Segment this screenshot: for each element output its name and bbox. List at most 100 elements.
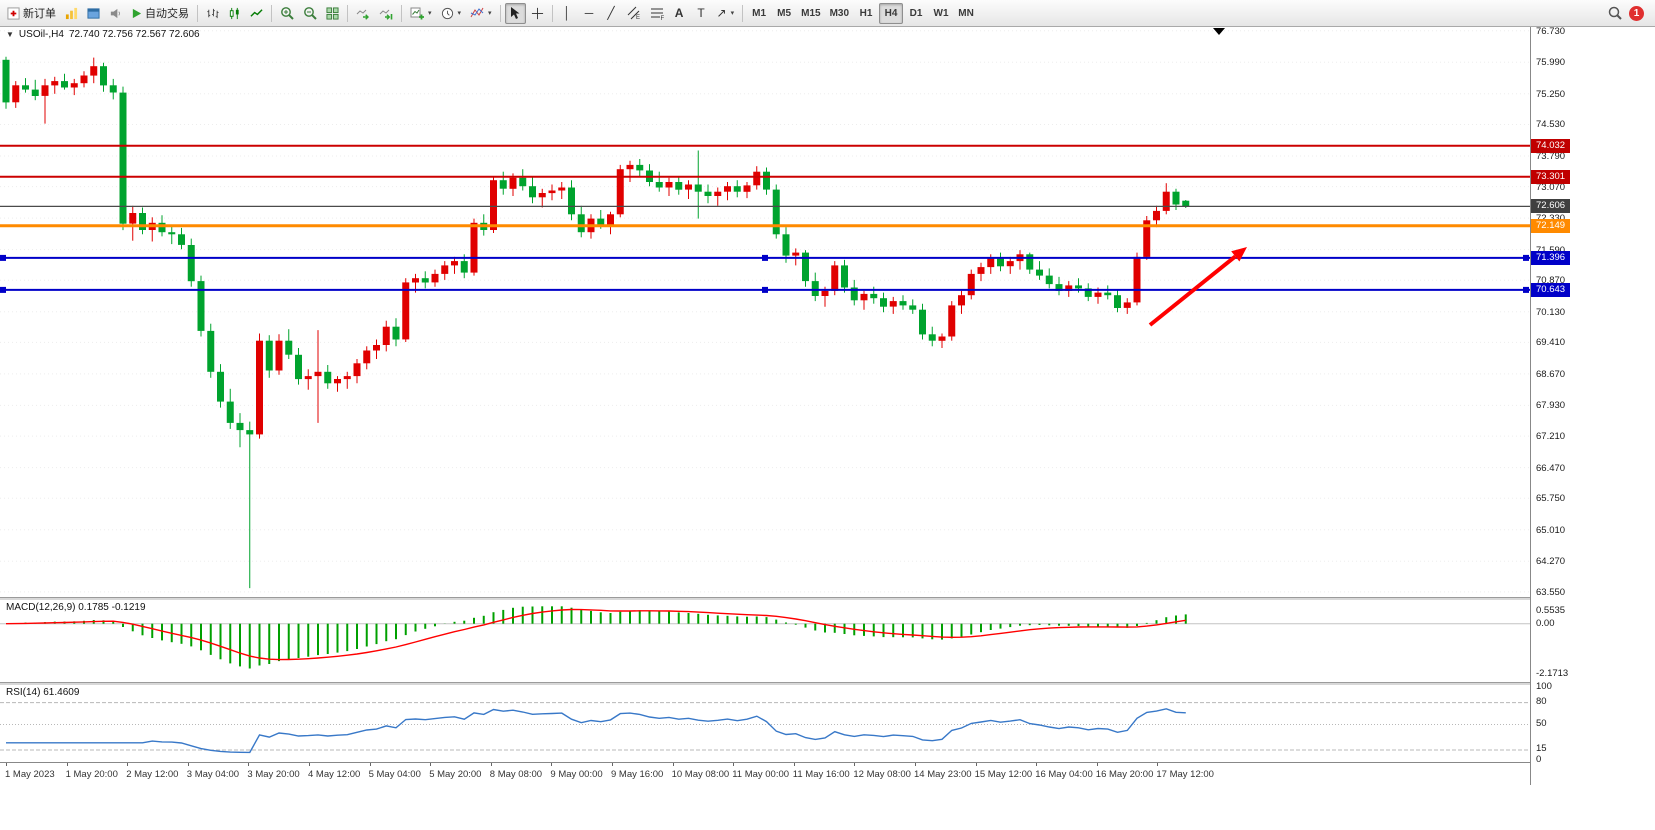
- price-scale-label: 73.790: [1536, 150, 1566, 162]
- window-icon: [87, 7, 100, 20]
- time-axis-tick: [854, 763, 856, 766]
- timeframe-button-M15[interactable]: M15: [797, 3, 824, 24]
- candlestick-chart-type-button[interactable]: [224, 3, 245, 24]
- timeframe-button-W1[interactable]: W1: [929, 3, 953, 24]
- time-axis-label: 5 May 04:00: [368, 769, 421, 780]
- profiles-button[interactable]: [83, 3, 104, 24]
- rsi-scale-label: 80: [1536, 695, 1547, 707]
- new-chart-button[interactable]: ▾: [406, 3, 436, 24]
- toolbar-separator: [401, 4, 402, 22]
- rsi-scale-label: 15: [1536, 743, 1547, 755]
- vertical-line-icon: │: [563, 6, 571, 20]
- new-order-icon: [7, 6, 20, 20]
- play-icon: [131, 8, 142, 19]
- auto-trading-button[interactable]: 自动交易: [127, 3, 193, 24]
- chevron-down-icon: ▾: [428, 10, 432, 17]
- price-chart-canvas[interactable]: [0, 27, 1530, 597]
- time-axis[interactable]: 1 May 2023 1 May 20:00 2 May 12:00 3 May 04…: [0, 762, 1530, 786]
- fibonacci-icon: F: [650, 6, 664, 20]
- arrows-tool-button[interactable]: ↗ ▾: [713, 3, 739, 24]
- chart-shift-button[interactable]: [375, 3, 397, 24]
- new-order-button[interactable]: 新订单: [3, 3, 60, 24]
- periods-button[interactable]: ▾: [437, 3, 466, 24]
- zoom-out-button[interactable]: [299, 3, 321, 24]
- zoom-in-button[interactable]: [276, 3, 298, 24]
- chart-symbol-period: USOil-,H4: [18, 29, 64, 40]
- zoom-out-icon: [303, 6, 317, 20]
- line-chart-icon: [250, 7, 263, 20]
- panel-divider[interactable]: [0, 597, 1530, 600]
- timeframe-button-H4[interactable]: H4: [879, 2, 904, 24]
- price-scale-label: 64.270: [1536, 556, 1566, 568]
- timeframe-button-H1[interactable]: H1: [854, 3, 878, 24]
- timeframe-button-M5[interactable]: M5: [772, 3, 796, 24]
- toolbar-separator: [271, 4, 272, 22]
- macd-scale-label: 0.5535: [1536, 604, 1566, 616]
- price-scale[interactable]: 76.730 75.990 75.250 74.530 73.790 73.070 72.3…: [1530, 26, 1655, 785]
- time-axis-tick: [1157, 763, 1159, 766]
- main-chart-panel[interactable]: ▼ USOil-,H4 72.740 72.756 72.567 72.606: [0, 27, 1530, 597]
- cursor-arrow-icon: [509, 6, 521, 20]
- time-axis-label: 4 May 12:00: [308, 769, 361, 780]
- panel-divider[interactable]: [0, 682, 1530, 685]
- macd-canvas[interactable]: [0, 600, 1530, 682]
- horizontal-line-button[interactable]: ─: [579, 3, 600, 24]
- bar-chart-type-button[interactable]: [202, 3, 223, 24]
- search-button[interactable]: [1604, 3, 1626, 24]
- notification-badge[interactable]: 1: [1629, 5, 1644, 21]
- auto-scroll-button[interactable]: [352, 3, 374, 24]
- fibonacci-button[interactable]: F: [646, 3, 668, 24]
- rsi-panel[interactable]: RSI(14) 61.4609: [0, 685, 1530, 764]
- zoom-in-icon: [280, 6, 294, 20]
- timeframe-button-M1[interactable]: M1: [747, 3, 771, 24]
- alerts-button[interactable]: [105, 3, 126, 24]
- macd-panel[interactable]: MACD(12,26,9) 0.1785 -0.1219: [0, 600, 1530, 682]
- tile-windows-button[interactable]: [322, 3, 343, 24]
- label-tool-icon: T: [697, 6, 705, 20]
- price-scale-label: 70.130: [1536, 306, 1566, 318]
- svg-text:F: F: [660, 16, 664, 20]
- charts-button[interactable]: [61, 3, 82, 24]
- chart-title: ▼ USOil-,H4 72.740 72.756 72.567 72.606: [6, 29, 200, 40]
- toolbar-separator: [197, 4, 198, 22]
- candlestick-icon: [228, 7, 241, 20]
- time-axis-tick: [127, 763, 129, 766]
- price-scale-label: 70.870: [1536, 275, 1566, 287]
- vertical-line-button[interactable]: │: [557, 3, 578, 24]
- time-axis-label: 17 May 12:00: [1156, 769, 1214, 780]
- timeframe-group: M1 M5 M15 M30 H1 H4 D1 W1 MN: [747, 2, 978, 24]
- timeframe-button-M30[interactable]: M30: [826, 3, 853, 24]
- label-tool-button[interactable]: T: [691, 3, 712, 24]
- crosshair-button[interactable]: [527, 3, 548, 24]
- time-axis-tick: [430, 763, 432, 766]
- clock-icon: [441, 7, 454, 20]
- price-scale-label: 75.990: [1536, 57, 1566, 69]
- timeframe-button-MN[interactable]: MN: [954, 3, 978, 24]
- chart-shift-icon: [379, 6, 393, 20]
- time-axis-label: 14 May 23:00: [914, 769, 972, 780]
- time-axis-tick: [975, 763, 977, 766]
- svg-text:E: E: [636, 15, 640, 20]
- time-axis-tick: [187, 763, 189, 766]
- time-axis-label: 9 May 00:00: [550, 769, 603, 780]
- indicators-button[interactable]: ▾: [466, 3, 496, 24]
- channel-button[interactable]: E: [623, 3, 645, 24]
- timeframe-button-D1[interactable]: D1: [904, 3, 928, 24]
- time-axis-tick: [490, 763, 492, 766]
- cursor-button[interactable]: [504, 2, 526, 24]
- text-tool-icon: A: [674, 6, 684, 20]
- line-chart-type-button[interactable]: [246, 3, 267, 24]
- plot-column: ▼ USOil-,H4 72.740 72.756 72.567 72.606 …: [0, 27, 1530, 786]
- trendline-button[interactable]: ╱: [601, 3, 622, 24]
- tile-grid-icon: [326, 6, 339, 20]
- chart-shift-marker[interactable]: [1213, 28, 1225, 35]
- collapse-triangle-icon[interactable]: ▼: [6, 30, 14, 39]
- text-tool-button[interactable]: A: [669, 3, 690, 24]
- rsi-canvas[interactable]: [0, 685, 1530, 764]
- time-axis-label: 8 May 08:00: [489, 769, 543, 780]
- toolbar: 新订单 自动交易 ▾ ▾: [0, 0, 1655, 27]
- time-axis-tick: [793, 763, 795, 766]
- time-axis-tick: [309, 763, 310, 766]
- chevron-down-icon: ▾: [488, 10, 492, 17]
- time-axis-tick: [733, 763, 735, 766]
